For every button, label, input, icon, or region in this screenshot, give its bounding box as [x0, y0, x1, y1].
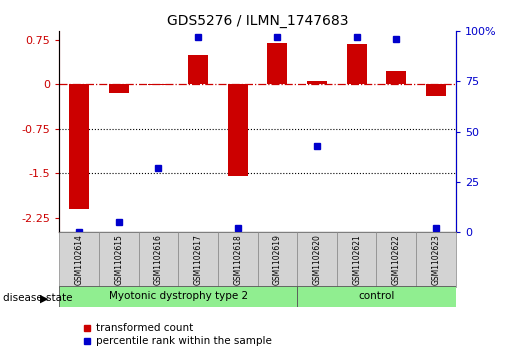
- Bar: [297, 232, 337, 287]
- Bar: [148, 84, 168, 85]
- Bar: [139, 232, 178, 287]
- Bar: [297, 286, 456, 307]
- Text: ▶: ▶: [40, 293, 48, 303]
- Bar: [99, 232, 139, 287]
- Bar: [307, 81, 327, 84]
- Text: control: control: [358, 291, 394, 301]
- Bar: [347, 44, 367, 84]
- Title: GDS5276 / ILMN_1747683: GDS5276 / ILMN_1747683: [167, 15, 348, 28]
- Bar: [109, 84, 129, 93]
- Bar: [218, 232, 258, 287]
- Text: GSM1102619: GSM1102619: [273, 234, 282, 285]
- Text: GSM1102623: GSM1102623: [432, 234, 440, 285]
- Text: GSM1102617: GSM1102617: [194, 234, 202, 285]
- Text: Myotonic dystrophy type 2: Myotonic dystrophy type 2: [109, 291, 248, 301]
- Bar: [267, 43, 287, 84]
- Bar: [426, 84, 446, 96]
- Bar: [59, 232, 99, 287]
- Bar: [228, 84, 248, 176]
- Text: GSM1102622: GSM1102622: [392, 234, 401, 285]
- Bar: [376, 232, 416, 287]
- Bar: [386, 71, 406, 84]
- Bar: [337, 232, 376, 287]
- Bar: [258, 232, 297, 287]
- Text: GSM1102621: GSM1102621: [352, 234, 361, 285]
- Bar: [59, 286, 297, 307]
- Bar: [416, 232, 456, 287]
- Text: disease state: disease state: [3, 293, 72, 303]
- Text: GSM1102615: GSM1102615: [114, 234, 123, 285]
- Bar: [188, 54, 208, 84]
- Text: GSM1102616: GSM1102616: [154, 234, 163, 285]
- Text: GSM1102618: GSM1102618: [233, 234, 242, 285]
- Legend: transformed count, percentile rank within the sample: transformed count, percentile rank withi…: [79, 319, 277, 351]
- Bar: [178, 232, 218, 287]
- Text: GSM1102614: GSM1102614: [75, 234, 83, 285]
- Bar: [69, 84, 89, 209]
- Text: GSM1102620: GSM1102620: [313, 234, 321, 285]
